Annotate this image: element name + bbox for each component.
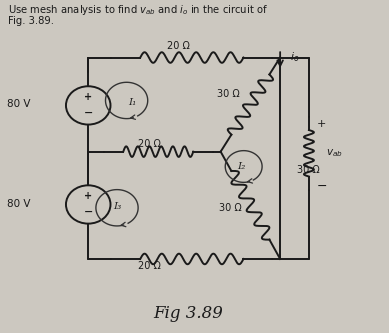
Text: $v_{ab}$: $v_{ab}$ bbox=[326, 148, 343, 159]
Text: I₁: I₁ bbox=[128, 98, 137, 107]
Text: 20 Ω: 20 Ω bbox=[167, 41, 190, 51]
Text: −: − bbox=[84, 207, 93, 217]
Text: Fig. 3.89.: Fig. 3.89. bbox=[8, 16, 54, 26]
Text: 30 Ω: 30 Ω bbox=[298, 165, 320, 175]
Text: +: + bbox=[84, 92, 92, 102]
Text: +: + bbox=[317, 119, 326, 129]
Text: Use mesh analysis to find $v_{ab}$ and $i_o$ in the circuit of: Use mesh analysis to find $v_{ab}$ and $… bbox=[8, 3, 268, 17]
Text: 30 Ω: 30 Ω bbox=[217, 89, 240, 99]
Text: +: + bbox=[84, 191, 92, 201]
Text: −: − bbox=[317, 180, 327, 193]
Text: I₃: I₃ bbox=[113, 201, 121, 211]
Text: $i_o$: $i_o$ bbox=[290, 50, 299, 64]
Text: 30 Ω: 30 Ω bbox=[219, 203, 242, 213]
Text: 20 Ω: 20 Ω bbox=[138, 140, 161, 150]
Text: I₂: I₂ bbox=[238, 162, 246, 171]
Text: Fig 3.89: Fig 3.89 bbox=[153, 305, 223, 322]
Text: 20 Ω: 20 Ω bbox=[138, 261, 161, 271]
Text: 80 V: 80 V bbox=[7, 99, 31, 109]
Text: −: − bbox=[84, 108, 93, 118]
Text: 80 V: 80 V bbox=[7, 199, 31, 209]
